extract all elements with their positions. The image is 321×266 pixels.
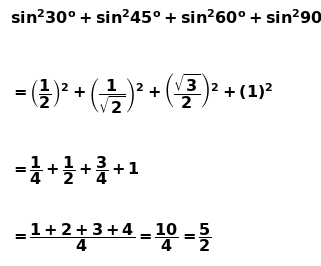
Text: $\mathbf{= \dfrac{1+2+3+4}{4} = \dfrac{10}{4} = \dfrac{5}{2}}$: $\mathbf{= \dfrac{1+2+3+4}{4} = \dfrac{1… — [10, 221, 212, 254]
Text: $\mathbf{sin^230^o + sin^245^o + sin^260^o + sin^290^o}$: $\mathbf{sin^230^o + sin^245^o + sin^260… — [10, 8, 321, 27]
Text: $\mathbf{= \dfrac{1}{4} + \dfrac{1}{2} + \dfrac{3}{4} + 1}$: $\mathbf{= \dfrac{1}{4} + \dfrac{1}{2} +… — [10, 154, 140, 187]
Text: $\mathbf{= \left(\dfrac{1}{2}\right)^2 + \left(\dfrac{1}{\sqrt{2}}\right)^2 + \l: $\mathbf{= \left(\dfrac{1}{2}\right)^2 +… — [10, 72, 273, 117]
